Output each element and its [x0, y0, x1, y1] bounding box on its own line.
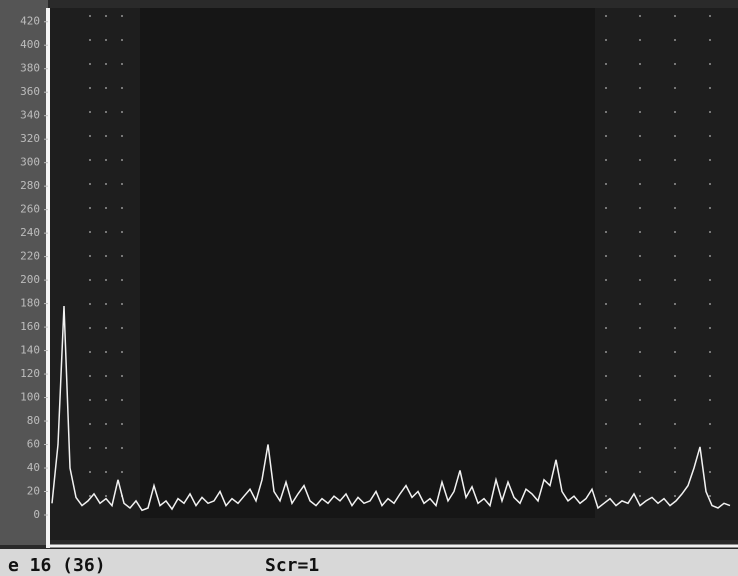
y-tick-label: 360 [20, 85, 40, 98]
y-tick-label: 180 [20, 297, 40, 310]
y-tick-label: 200 [20, 273, 40, 286]
status-left: e 16 (36) [8, 555, 106, 576]
y-tick-label: 260 [20, 203, 40, 216]
status-right: Scr=1 [265, 555, 319, 576]
y-tick-label: 140 [20, 344, 40, 357]
y-tick-label: 420 [20, 15, 40, 28]
y-tick-label: 300 [20, 156, 40, 169]
y-tick-label: 0 [33, 508, 40, 521]
y-tick-label: 340 [20, 109, 40, 122]
y-tick-label: 80 [27, 414, 40, 427]
y-tick-label: 220 [20, 250, 40, 263]
y-tick-label: 20 [27, 485, 40, 498]
y-tick-label: 380 [20, 62, 40, 75]
y-tick-label: 240 [20, 226, 40, 239]
y-tick-label: 100 [20, 391, 40, 404]
status-bar [0, 549, 738, 576]
y-tick-label: 120 [20, 367, 40, 380]
y-tick-label: 320 [20, 132, 40, 145]
y-tick-label: 160 [20, 320, 40, 333]
screen: e 16 (36) Scr=1 0 20 40 60 80 100 120 140 160 180… [0, 0, 738, 576]
y-tick-label: 400 [20, 38, 40, 51]
y-tick-label: 40 [27, 461, 40, 474]
y-tick-label: 60 [27, 438, 40, 451]
y-tick-label: 280 [20, 179, 40, 192]
selected-region [140, 8, 595, 518]
